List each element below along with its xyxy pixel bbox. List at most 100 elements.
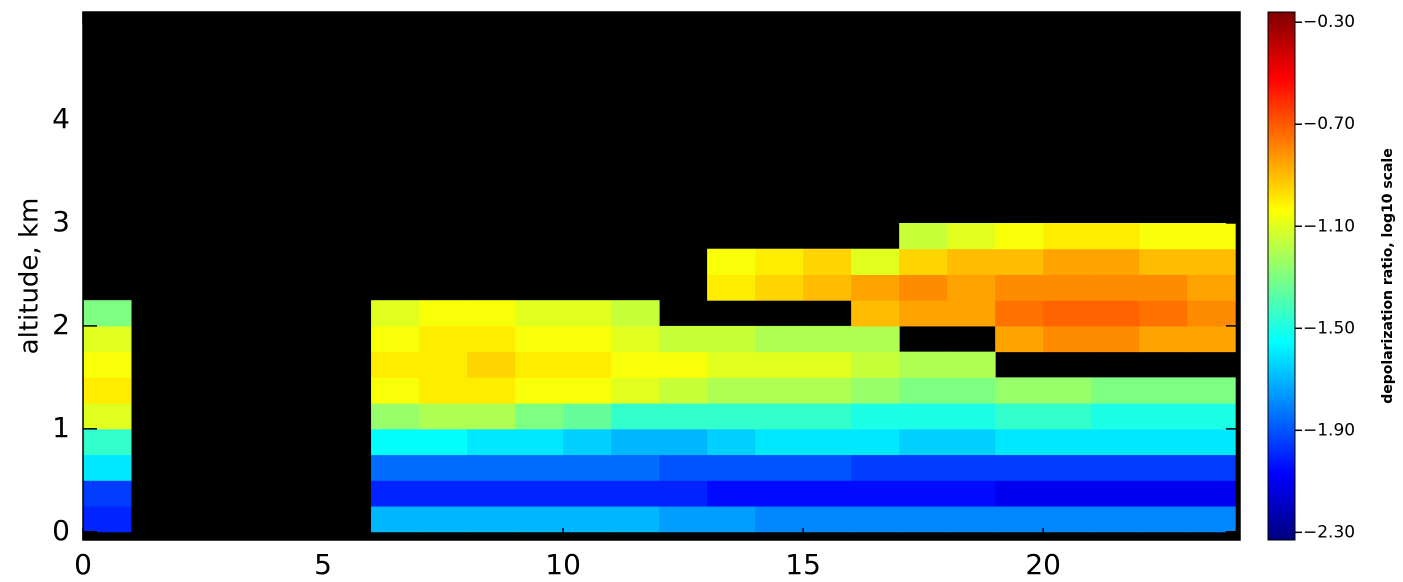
cell [899,351,948,378]
cell [851,428,900,456]
cell [371,454,420,481]
colorbar-tick-label: −0.30 [1303,12,1355,32]
cell [947,428,996,456]
cell [611,300,660,327]
cell [755,351,804,378]
cell [1139,377,1188,404]
cell [467,480,516,507]
cell [1043,403,1092,430]
cell [851,351,900,378]
cell [803,506,852,533]
cell [1091,300,1140,327]
cell [659,377,708,404]
cell [1091,325,1140,353]
cell [947,274,996,301]
cell [419,428,468,456]
cell [995,377,1044,404]
cell [851,454,900,481]
cell [755,377,804,404]
cell [803,377,852,404]
cell [659,454,708,481]
cell [851,377,900,404]
cell [899,480,948,507]
cell [803,325,852,353]
cell [707,377,756,404]
cell [1091,274,1140,301]
cell [755,480,804,507]
cell [515,300,564,327]
cell [371,480,420,507]
cell [851,300,900,327]
cell [1043,300,1092,327]
cell [899,403,948,430]
cell [611,428,660,456]
cell [899,506,948,533]
cell [1043,377,1092,404]
cell [83,506,132,533]
plot-frame [82,11,1241,541]
cell [83,403,132,430]
cell [515,351,564,378]
cell [611,506,660,533]
cell [803,403,852,430]
cell [947,480,996,507]
cell [1139,454,1188,481]
cell [1043,428,1092,456]
cell [1187,377,1236,404]
cell [611,454,660,481]
cell [995,428,1044,456]
cell [947,506,996,533]
cell [563,506,612,533]
cell [899,454,948,481]
cell [995,325,1044,353]
cell [1091,506,1140,533]
cell [467,428,516,456]
cell [659,325,708,353]
cell [419,351,468,378]
cell [1139,480,1188,507]
cell [371,428,420,456]
cell [467,454,516,481]
cell [1187,506,1236,533]
cell [755,274,804,301]
cell [995,300,1044,327]
cell [995,274,1044,301]
cell [755,506,804,533]
cell [563,351,612,378]
cell [419,300,468,327]
cell [803,274,852,301]
cell [515,428,564,456]
x-tick-label: 10 [545,548,581,581]
cell [947,403,996,430]
cell [515,403,564,430]
colorbar-label: depolarization ratio, log10 scale [1380,148,1396,403]
cell [1139,300,1188,327]
cell [1139,428,1188,456]
cell [467,506,516,533]
cell [83,325,132,353]
cell [707,403,756,430]
cell [995,248,1044,275]
cell [947,351,996,378]
cell [371,506,420,533]
cell [1139,222,1188,250]
cell [707,428,756,456]
cell [467,377,516,404]
cell [947,222,996,250]
cell [515,325,564,353]
cell [1187,428,1236,456]
cell [563,300,612,327]
colorbar-tick-label: −1.10 [1303,216,1355,236]
cell [1139,274,1188,301]
colorbar-tick-label: −2.30 [1303,522,1355,542]
cell [803,248,852,275]
cell [563,377,612,404]
cell [995,403,1044,430]
colorbar-tick-label: −0.70 [1303,114,1355,134]
cell [467,403,516,430]
cell [371,377,420,404]
x-tick-label: 5 [314,548,332,581]
cell [659,351,708,378]
cell [83,377,132,404]
cell [1187,248,1236,275]
